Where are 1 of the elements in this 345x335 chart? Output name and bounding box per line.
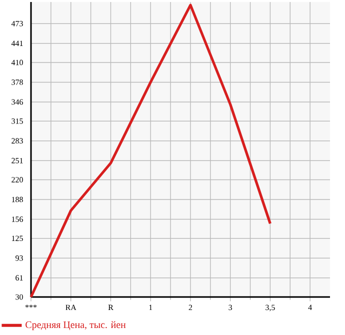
legend-label: Средняя Цена, тыс. йен bbox=[26, 321, 126, 330]
